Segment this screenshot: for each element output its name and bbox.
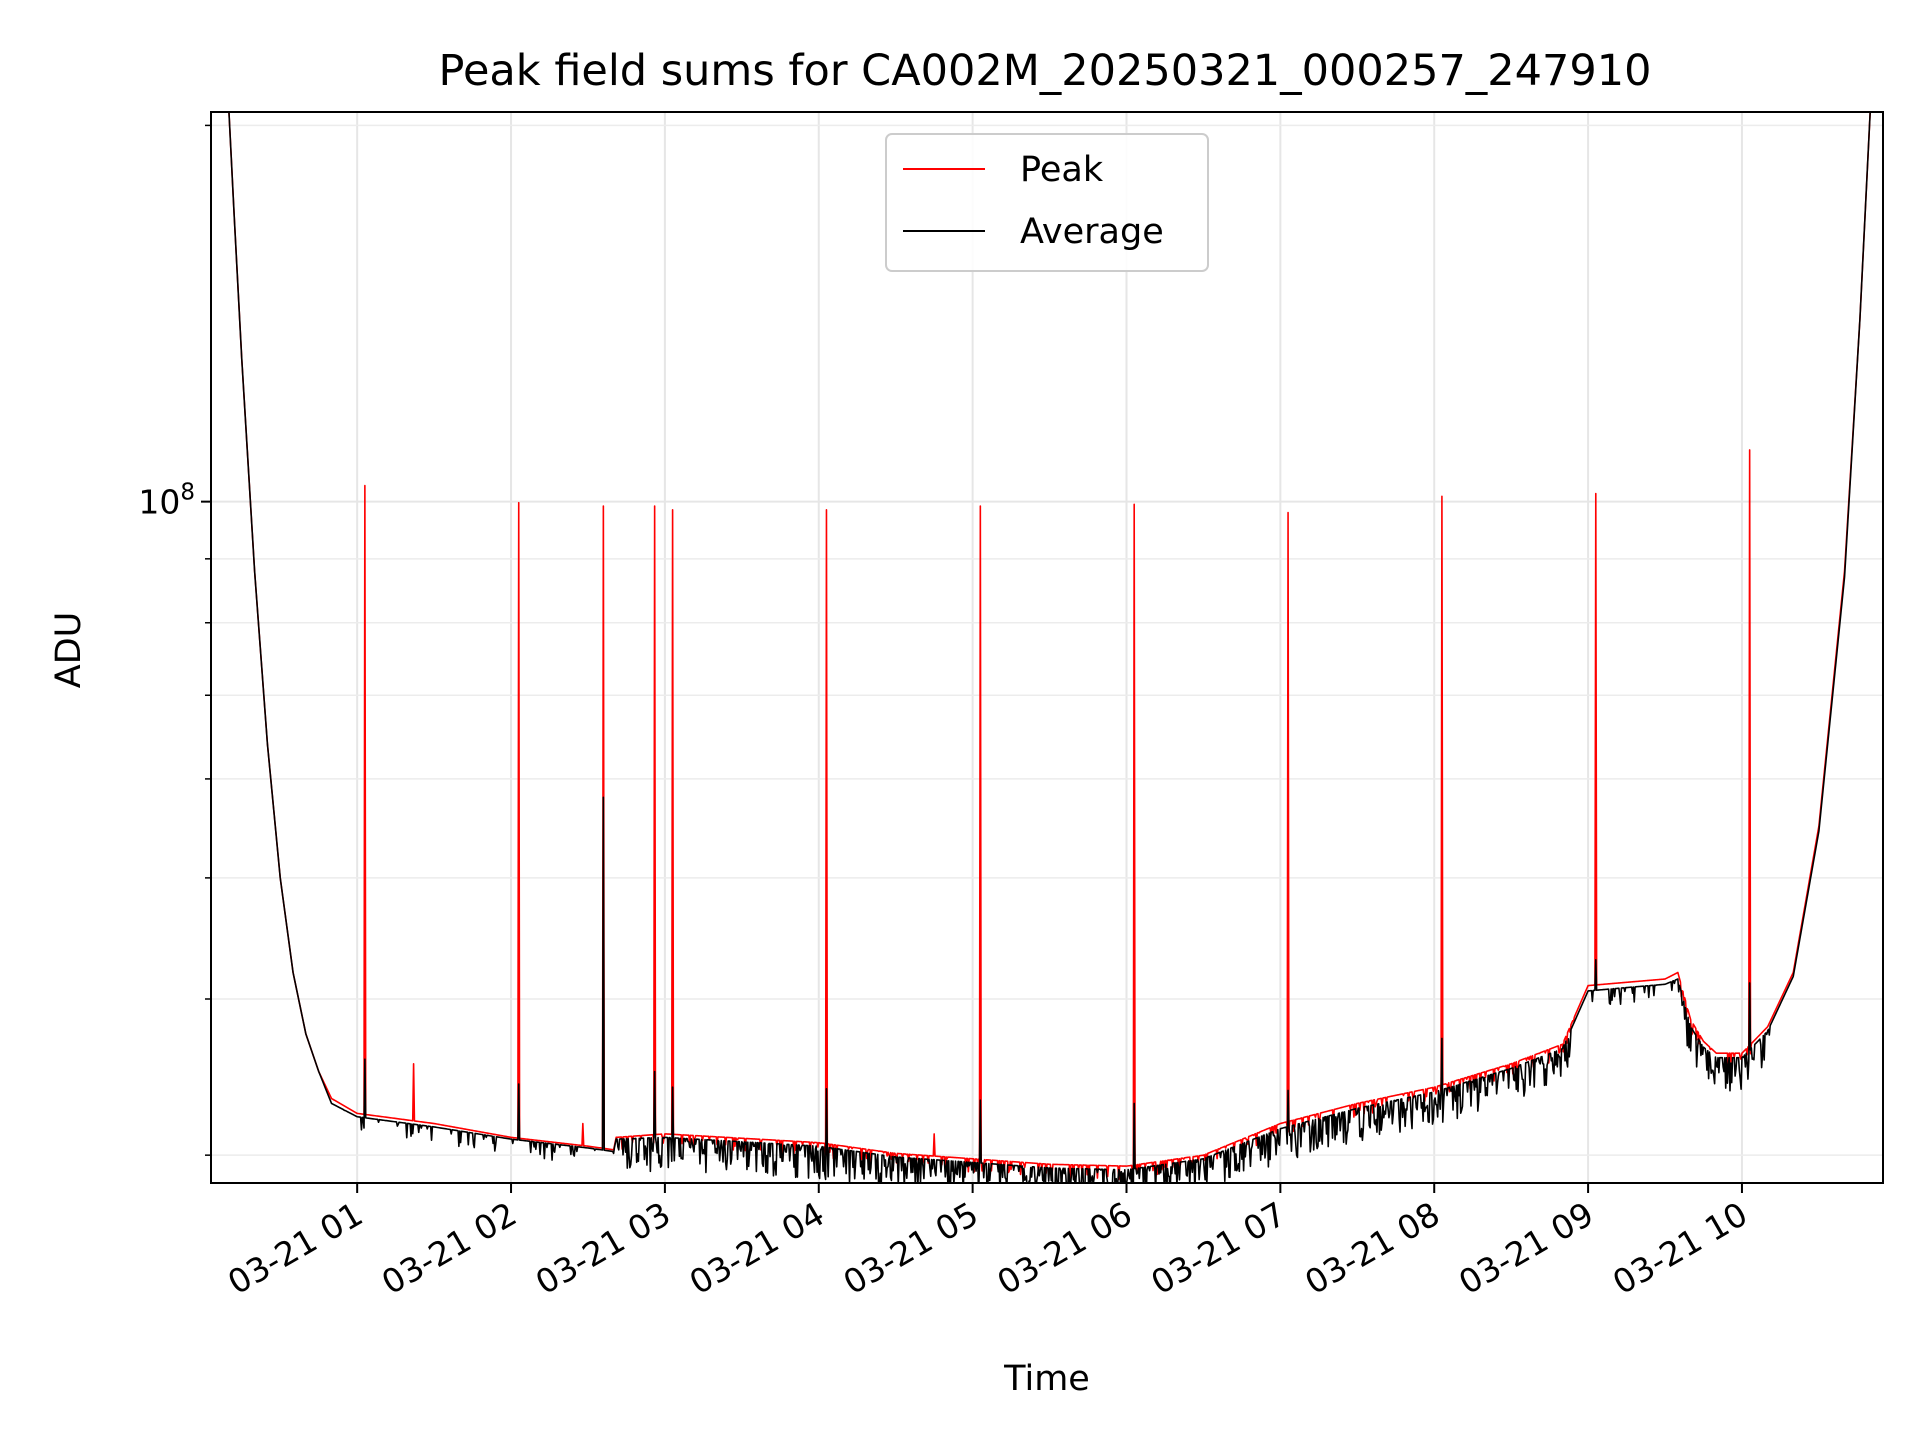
y-axis: 108	[138, 124, 211, 1156]
x-tick-label: 03-21 03	[529, 1194, 677, 1302]
legend-average-label: Average	[1020, 212, 1164, 252]
x-axis-title: Time	[1003, 1359, 1090, 1399]
x-tick-label: 03-21 02	[375, 1194, 523, 1302]
x-tick-label: 03-21 06	[991, 1194, 1139, 1302]
series-layer	[228, 112, 1883, 1183]
chart-title: Peak field sums for CA002M_20250321_0002…	[439, 46, 1652, 96]
y-tick-label: 108	[138, 480, 195, 522]
legend-peak-label: Peak	[1020, 150, 1104, 190]
x-tick-label: 03-21 04	[683, 1194, 831, 1302]
x-tick-label: 03-21 07	[1144, 1194, 1292, 1302]
x-tick-label: 03-21 10	[1606, 1194, 1754, 1302]
plot-frame	[210, 111, 1884, 1184]
x-tick-label: 03-21 05	[837, 1194, 985, 1302]
x-tick-label: 03-21 01	[221, 1194, 369, 1302]
x-tick-label: 03-21 09	[1452, 1194, 1600, 1302]
grid-layer	[211, 112, 1883, 1183]
series-average-line	[228, 112, 1883, 1183]
y-axis-title: ADU	[49, 612, 89, 689]
x-axis: 03-21 01 03-21 02 03-21 03 03-21 04 03-21 05…	[221, 1183, 1754, 1302]
series-peak-line	[228, 112, 1883, 1181]
x-tick-label: 03-21 08	[1298, 1194, 1446, 1302]
legend: Peak Average	[885, 133, 1209, 272]
